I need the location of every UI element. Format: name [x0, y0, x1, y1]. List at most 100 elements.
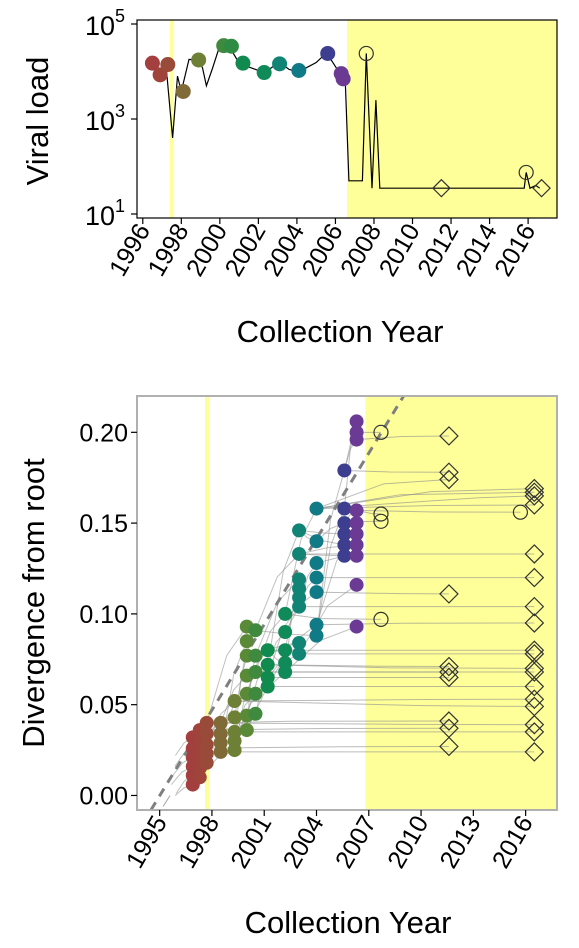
bottom-filled-point-60 [309, 534, 324, 549]
bottom-open-diamond-27 [524, 742, 545, 762]
bottom-filled-point-35 [248, 665, 263, 679]
bottom-x-tick-label-1: 1998 [173, 811, 225, 873]
top-y-axis-label: Viral load [20, 57, 55, 186]
bottom-filled-point-15 [199, 726, 214, 741]
tree-latent-branch-28 [234, 698, 535, 702]
bottom-open-diamond-17 [524, 613, 545, 633]
bottom-filled-point-61 [309, 501, 324, 516]
top-shaded-region-1 [347, 20, 557, 218]
bottom-open-circle-2 [373, 513, 389, 529]
bottom-filled-point-52 [292, 572, 307, 587]
bottom-open-diamond-14 [524, 544, 545, 564]
bottom-x-tick-label-6: 2013 [434, 811, 486, 873]
top-x-tick-label-1: 1998 [142, 219, 194, 281]
top-x-tick-label-9: 2014 [451, 219, 503, 281]
bottom-filled-point-76 [349, 425, 364, 440]
top-y-ticks: 101 103 105 [85, 6, 137, 231]
bottom-open-diamond-15 [524, 567, 545, 588]
top-x-tick-label-8: 2012 [412, 219, 464, 281]
bottom-filled-point-57 [309, 585, 324, 600]
bottom-filled-point-31 [239, 634, 254, 649]
bottom-filled-point-47 [292, 646, 307, 661]
bottom-y-tick-label-4: 0.20 [79, 419, 128, 447]
tree-latent-branch-25 [267, 664, 535, 669]
bottom-filled-point-53 [292, 546, 307, 561]
top-y-tick-label-2: 105 [85, 6, 125, 41]
bottom-filled-point-55 [309, 628, 324, 643]
top-x-tick-label-4: 2004 [258, 219, 310, 281]
tree-latent-branch-15 [316, 488, 535, 510]
bottom-filled-point-68 [349, 619, 364, 634]
bottom-x-ticks: 1995 1998 2001 2004 2007 2010 2013 2016 [121, 810, 539, 873]
bottom-open-diamond-0 [439, 426, 459, 446]
top-points [144, 38, 551, 198]
bottom-filled-point-45 [278, 625, 293, 640]
bottom-shaded-regions [204, 396, 557, 810]
bottom-open-diamond-2 [439, 469, 459, 490]
bottom-filled-point-37 [248, 623, 263, 638]
top-filled-point-11 [320, 45, 336, 61]
top-x-tick-label-10: 2016 [489, 219, 541, 281]
bottom-open-diamond-9 [439, 736, 459, 757]
bottom-filled-point-71 [349, 537, 364, 552]
bottom-open-diamond-10 [524, 478, 545, 499]
tree-latent-branch-29 [234, 700, 535, 707]
bottom-filled-point-23 [227, 724, 242, 739]
top-filled-point-2 [160, 57, 176, 73]
top-x-axis-label: Collection Year [237, 314, 444, 349]
bottom-filled-point-14 [199, 737, 214, 752]
bottom-filled-point-70 [349, 548, 364, 563]
bottom-open-diamond-1 [439, 462, 459, 483]
viral-load-panel: 101 103 105 199619982000200220042006200820… [20, 6, 558, 349]
top-x-tick-label-5: 2006 [297, 219, 349, 281]
bottom-x-tick-label-2: 2001 [225, 811, 277, 873]
bottom-filled-point-43 [278, 655, 293, 670]
bottom-open-diamond-26 [524, 722, 545, 742]
tree-latent-branch-17 [316, 495, 535, 510]
tree-latent-branch-30 [206, 722, 535, 726]
bottom-filled-point-73 [349, 516, 364, 531]
bottom-filled-point-41 [260, 643, 275, 658]
top-filled-point-3 [175, 83, 191, 99]
bottom-open-circle-0 [373, 424, 389, 440]
top-x-tick-label-7: 2010 [374, 219, 426, 281]
bottom-filled-point-34 [248, 686, 263, 701]
top-filled-point-7 [235, 55, 251, 71]
bottom-open-diamond-3 [439, 584, 459, 604]
top-x-tick-label-6: 2008 [335, 219, 387, 281]
bottom-plot-frame [136, 395, 558, 811]
bottom-x-tick-label-0: 1995 [121, 811, 173, 873]
bottom-open-diamond-5 [439, 662, 459, 682]
bottom-filled-point-69 [349, 577, 364, 592]
top-shaded-region-0 [169, 20, 174, 218]
divergence-panel: 0.00 0.05 0.10 0.15 0.20 1995 1998 2001 2004 200… [16, 395, 558, 940]
bottom-y-axis-label: Divergence from root [16, 458, 51, 748]
top-x-ticks: 1996199820002002200420062008201020122014… [104, 218, 541, 281]
top-filled-point-1 [152, 67, 168, 83]
bottom-x-tick-label-5: 2010 [382, 811, 434, 873]
bottom-open-diamond-22 [524, 676, 545, 697]
bottom-filled-point-74 [349, 503, 364, 518]
bottom-open-diamond-11 [524, 482, 545, 503]
top-shaded-regions [169, 20, 557, 218]
bottom-points [185, 414, 545, 792]
top-open-circle-1 [518, 164, 534, 181]
bottom-filled-point-40 [260, 657, 275, 672]
bottom-filled-point-25 [227, 694, 242, 709]
top-x-tick-label-2: 2000 [181, 219, 233, 281]
top-filled-point-9 [272, 56, 288, 72]
top-y-tick-label-1: 103 [85, 101, 125, 136]
bottom-filled-point-16 [199, 715, 214, 730]
bottom-filled-point-20 [213, 715, 228, 730]
tree-latent-branch-14 [192, 745, 449, 749]
tree-latent-branch-6 [344, 469, 449, 473]
bottom-open-diamond-25 [524, 714, 545, 735]
bottom-filled-point-67 [337, 463, 352, 478]
bottom-shaded-region-1 [365, 396, 557, 810]
tree-latent-branch-22 [316, 622, 535, 626]
bottom-filled-point-63 [337, 537, 352, 552]
bottom-filled-point-19 [213, 726, 228, 741]
bottom-shaded-region-0 [204, 396, 210, 810]
top-filled-point-10 [291, 62, 307, 78]
bottom-open-diamond-6 [439, 667, 459, 688]
